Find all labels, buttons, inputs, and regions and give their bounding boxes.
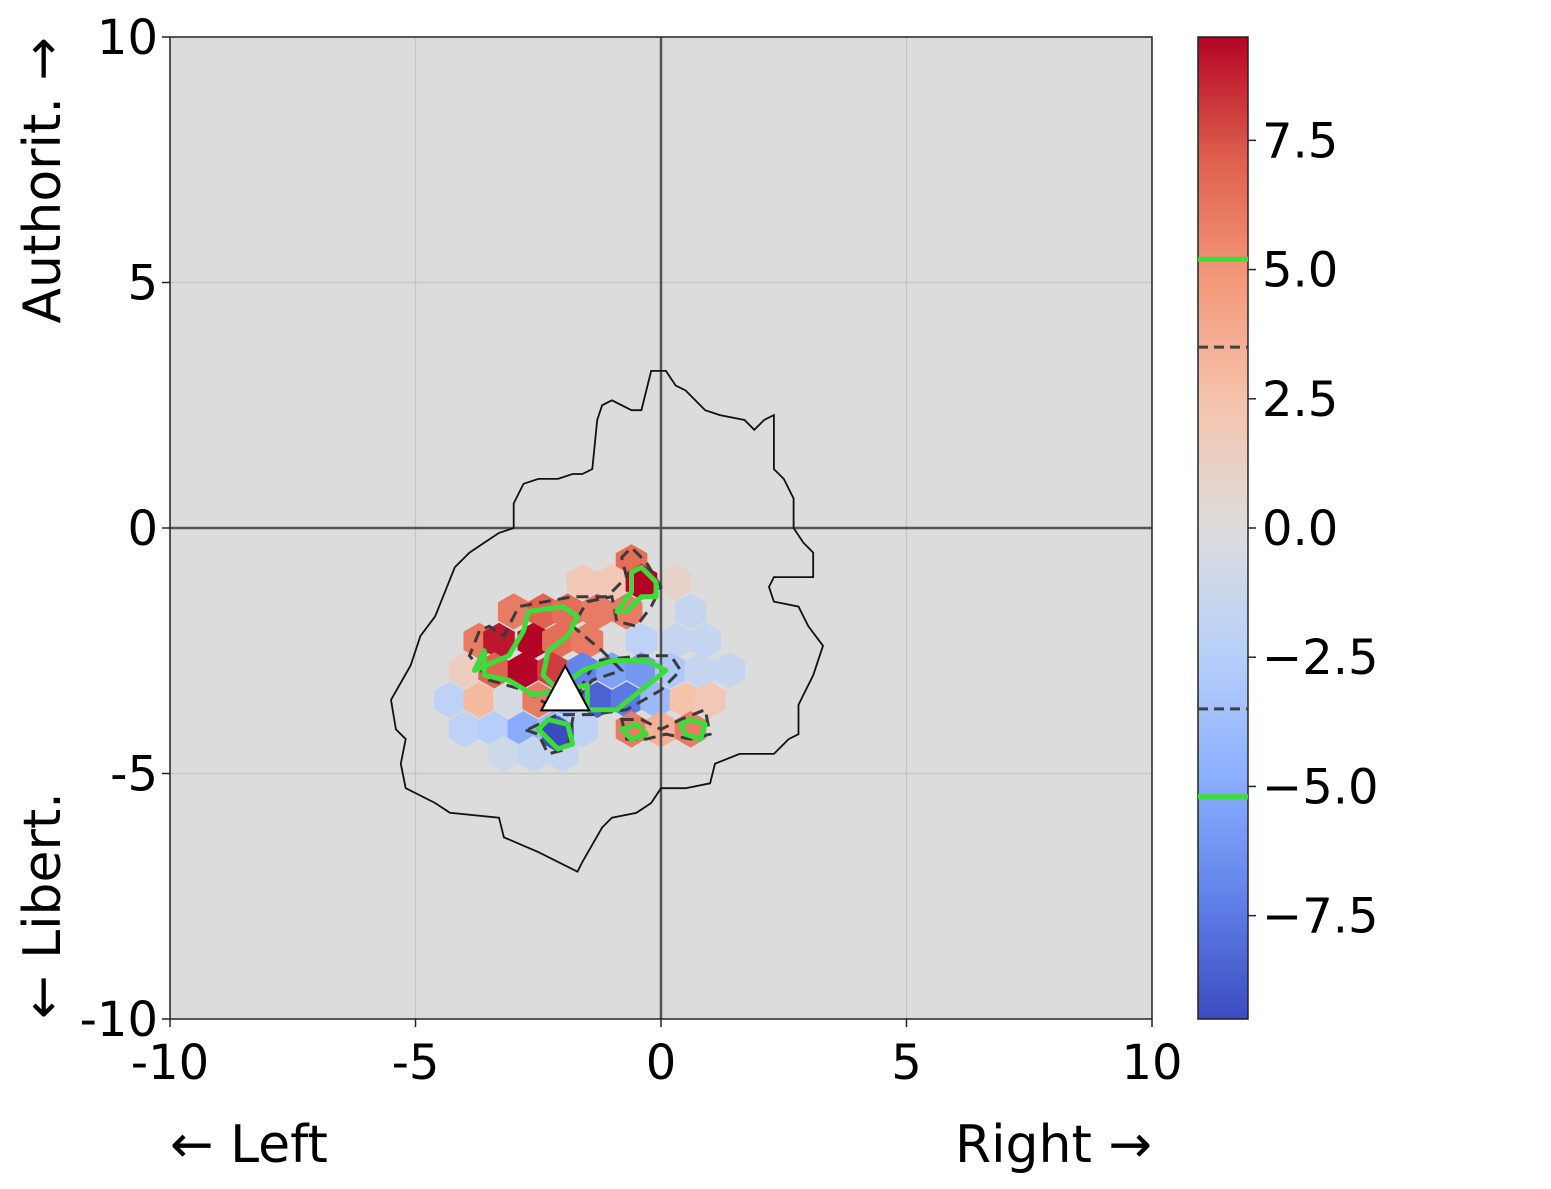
y-tick-label: -10 bbox=[80, 992, 158, 1048]
colorbar-tick-label: 0.0 bbox=[1262, 501, 1338, 557]
contour-dashed bbox=[467, 545, 663, 707]
position-marker bbox=[539, 663, 591, 712]
colorbar-tick-label: −7.5 bbox=[1262, 889, 1379, 945]
contour-green bbox=[535, 717, 576, 752]
colorbar-tick-label: −2.5 bbox=[1262, 630, 1379, 686]
contour-green bbox=[614, 564, 659, 614]
x-tick-label: -10 bbox=[131, 1035, 209, 1091]
plot-content bbox=[170, 37, 1152, 1019]
x-tick-label: -5 bbox=[392, 1035, 440, 1091]
contour-green bbox=[678, 717, 708, 742]
plot-area: -10 -5 0 5 10 -10 -5 0 5 10 bbox=[80, 10, 1183, 1091]
colorbar-tick-label: 2.5 bbox=[1262, 372, 1338, 428]
colorbar-bar bbox=[1197, 36, 1249, 1020]
x-axis-label-right: Right → bbox=[955, 1115, 1152, 1175]
y-tick-label: 5 bbox=[127, 256, 158, 312]
colorbar-tick-label: 5.0 bbox=[1262, 243, 1338, 299]
x-tick-label: 0 bbox=[646, 1035, 677, 1091]
y-tick-label: 10 bbox=[97, 10, 158, 66]
x-tick-label: 10 bbox=[1121, 1035, 1182, 1091]
colorbar-tick-label: 7.5 bbox=[1262, 113, 1338, 169]
x-axis-label-left: ← Left bbox=[170, 1115, 328, 1175]
hex-cell bbox=[674, 593, 707, 630]
colorbar: 7.5 5.0 2.5 0.0 −2.5 −5.0 −7.5 bbox=[1197, 36, 1379, 1020]
axes-labels: ← Left Right → Authorit. → ← Libert. bbox=[13, 37, 1152, 1175]
distribution-outline bbox=[390, 369, 825, 873]
y-axis-label-bottom: ← Libert. bbox=[13, 792, 73, 1019]
x-tick-label: 5 bbox=[891, 1035, 922, 1091]
contour-dashed bbox=[523, 654, 683, 756]
y-tick-label: 0 bbox=[127, 501, 158, 557]
y-axis-label-top: Authorit. → bbox=[13, 37, 73, 324]
contour-green bbox=[619, 721, 649, 742]
hex-cell bbox=[694, 681, 726, 719]
hex-cell bbox=[713, 652, 746, 689]
hex-cell bbox=[566, 711, 599, 748]
y-tick-label: -5 bbox=[110, 747, 158, 803]
contour-dashed bbox=[619, 707, 712, 741]
colorbar-tick-label: −5.0 bbox=[1262, 759, 1379, 815]
